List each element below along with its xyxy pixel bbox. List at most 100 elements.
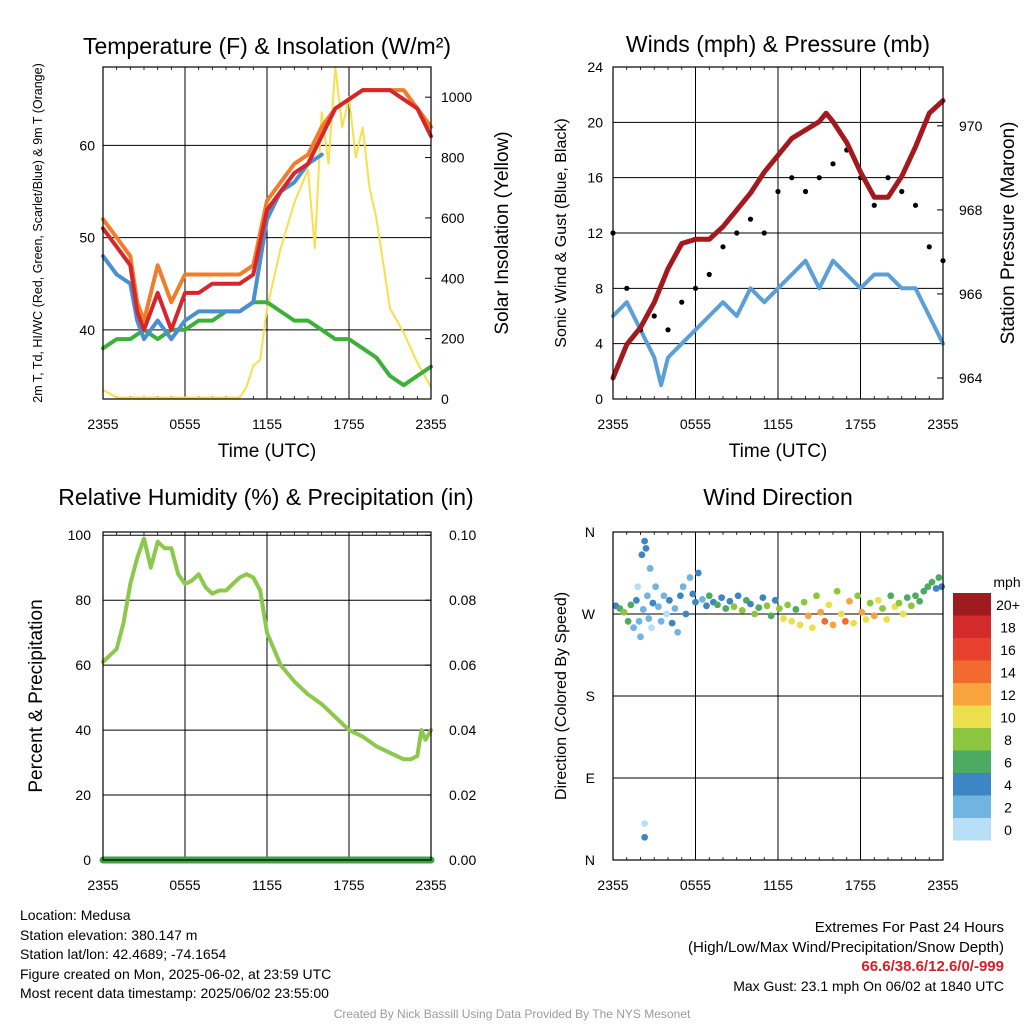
direction-point	[692, 598, 699, 606]
direction-point	[932, 585, 940, 592]
direction-point	[705, 592, 713, 600]
direction-point	[755, 604, 763, 612]
direction-point	[639, 606, 647, 613]
x-axis-label: Time (UTC)	[729, 441, 828, 462]
colorbar-swatch	[953, 728, 991, 751]
direction-point	[916, 597, 924, 605]
gust-point	[802, 188, 809, 195]
direction-point	[854, 592, 862, 600]
gust-point	[775, 188, 781, 195]
station-elevation: Station elevation: 380.147 m	[20, 926, 198, 943]
colorbar-label: 20+	[996, 597, 1020, 613]
direction-point	[654, 603, 662, 611]
direction-point	[738, 606, 746, 614]
direction-point	[808, 624, 816, 632]
y-tick-label: 80	[75, 592, 91, 608]
direction-point	[928, 578, 936, 586]
colorbar-label: 10	[1000, 710, 1016, 726]
y-axis-label-left: Percent & Precipitation	[26, 599, 47, 792]
direction-point	[866, 599, 874, 607]
insolation-line	[102, 66, 432, 399]
y-tick-label: 24	[587, 59, 603, 75]
plot-border	[102, 66, 432, 400]
direction-point	[635, 617, 643, 625]
x-tick-label: 1755	[333, 416, 364, 432]
y-tick-label: 100	[68, 527, 92, 543]
gust-point	[899, 188, 905, 195]
direction-point	[899, 610, 907, 618]
colorbar-label: 0	[1004, 822, 1012, 838]
y-tick-label: N	[585, 852, 595, 868]
direction-point	[804, 612, 812, 620]
direction-point	[837, 610, 845, 618]
y-right-tick-label: 0.08	[449, 592, 476, 608]
gust-point	[926, 244, 932, 250]
direction-point	[641, 537, 649, 545]
gust-point	[624, 285, 630, 291]
direction-point	[703, 602, 710, 610]
direction-point	[825, 601, 833, 609]
direction-point	[796, 621, 804, 629]
gust-point	[789, 175, 795, 181]
direction-point	[694, 569, 702, 577]
direction-point	[775, 605, 783, 612]
x-tick-label: 2355	[597, 416, 628, 432]
colorbar-swatch	[953, 660, 991, 683]
extremes-subheading: (High/Low/Max Wind/Precipitation/Snow De…	[688, 938, 1004, 956]
x-tick-label: 1155	[763, 416, 793, 432]
x-tick-label: 0555	[680, 877, 711, 893]
direction-point	[846, 597, 853, 605]
direction-point	[638, 551, 646, 559]
direction-point	[632, 596, 640, 604]
direction-point	[833, 587, 841, 595]
colorbar-label: 2	[1004, 800, 1012, 816]
x-tick-label: 0555	[680, 416, 711, 432]
direction-point	[792, 606, 800, 613]
extremes-box: Extremes For Past 24 Hours (High/Low/Max…	[688, 918, 1004, 996]
y-axis-label-left: Sonic Wind & Gust (Blue, Black)	[553, 118, 570, 347]
direction-point	[648, 624, 655, 632]
colorbar-label: 4	[1004, 777, 1012, 793]
chart-title: Winds (mph) & Pressure (mb)	[626, 31, 930, 57]
gust-point	[747, 216, 754, 222]
direction-point	[841, 617, 849, 625]
direction-point	[879, 605, 886, 612]
direction-point	[938, 583, 946, 591]
gust-point	[692, 285, 699, 291]
direction-point	[663, 610, 671, 618]
gust-point	[734, 230, 740, 236]
direction-point	[895, 599, 903, 607]
direction-point	[627, 601, 635, 609]
direction-point	[718, 594, 726, 601]
x-tick-label: 2355	[415, 416, 446, 432]
gust-point	[816, 175, 822, 181]
direction-point	[668, 619, 676, 627]
x-tick-label: 1155	[252, 416, 282, 432]
x-tick-label: 2355	[415, 877, 446, 893]
direction-point	[883, 616, 891, 623]
y-axis-label-right: Station Pressure (Maroon)	[998, 122, 1019, 345]
direction-point	[788, 617, 796, 625]
direction-point	[907, 602, 915, 610]
y-right-tick-label: 1000	[441, 89, 472, 105]
x-tick-label: 2355	[87, 416, 118, 432]
x-tick-label: 1755	[333, 877, 364, 893]
direction-point	[676, 592, 684, 600]
y-axis-label-right: Solar Insolation (Yellow)	[492, 131, 513, 334]
extremes-heading: Extremes For Past 24 Hours	[814, 919, 1004, 936]
chart-title: Temperature (F) & Insolation (W/m²)	[83, 33, 451, 59]
colorbar-label: 18	[1000, 620, 1016, 636]
direction-point	[821, 617, 829, 625]
direction-point	[924, 583, 932, 591]
x-tick-label: 2355	[87, 877, 118, 893]
direction-point	[771, 596, 779, 604]
y-right-tick-label: 0	[441, 391, 449, 407]
direction-point	[763, 602, 771, 610]
x-tick-label: 1155	[763, 877, 793, 893]
colorbar-swatch	[953, 593, 991, 616]
max-gust: Max Gust: 23.1 mph On 06/02 at 1840 UTC	[733, 977, 1004, 994]
x-tick-label: 0555	[169, 416, 200, 432]
direction-point	[646, 565, 654, 572]
direction-point	[698, 596, 706, 603]
y-axis-label-left: 2m T, Td, HI/WC (Red, Green, Scarlet/Blu…	[31, 63, 45, 402]
